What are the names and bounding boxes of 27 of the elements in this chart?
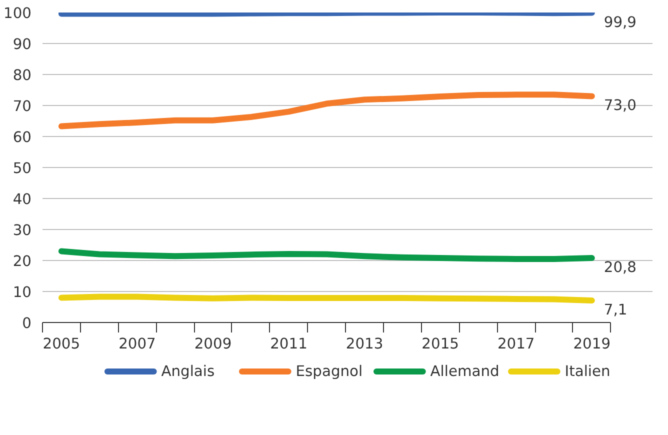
y-tick-label: 80 [12, 67, 32, 84]
x-tick-label: 2005 [42, 336, 80, 352]
annotation: 99,9 [604, 14, 637, 31]
y-tick-label: 90 [12, 36, 32, 53]
x-tick-label: 2017 [497, 336, 535, 352]
x-tick-label: 2019 [573, 336, 611, 352]
y-tick-label: 20 [12, 253, 32, 270]
annotation: 20,8 [604, 259, 637, 276]
x-tick-label: 2015 [422, 336, 459, 352]
legend-label: Allemand [430, 363, 500, 380]
y-tick-label: 60 [12, 129, 32, 146]
y-tick-label: 70 [12, 98, 32, 115]
x-tick-label: 2009 [194, 336, 232, 352]
x-tick-label: 2007 [118, 336, 156, 352]
legend-label: Espagnol [296, 363, 363, 380]
y-tick-label: 0 [22, 315, 32, 332]
y-tick-label: 40 [12, 191, 32, 208]
y-tick-label: 100 [4, 5, 32, 22]
legend-label: Italien [564, 363, 610, 380]
x-tick-label: 2013 [346, 336, 384, 352]
annotation: 73,0 [604, 97, 637, 114]
x-tick-label: 2011 [270, 336, 308, 352]
y-tick-label: 50 [12, 160, 32, 177]
y-tick-label: 30 [12, 222, 32, 239]
y-tick-label: 10 [12, 284, 32, 301]
annotation: 7,1 [604, 301, 628, 318]
legend-label: Anglais [161, 363, 215, 380]
